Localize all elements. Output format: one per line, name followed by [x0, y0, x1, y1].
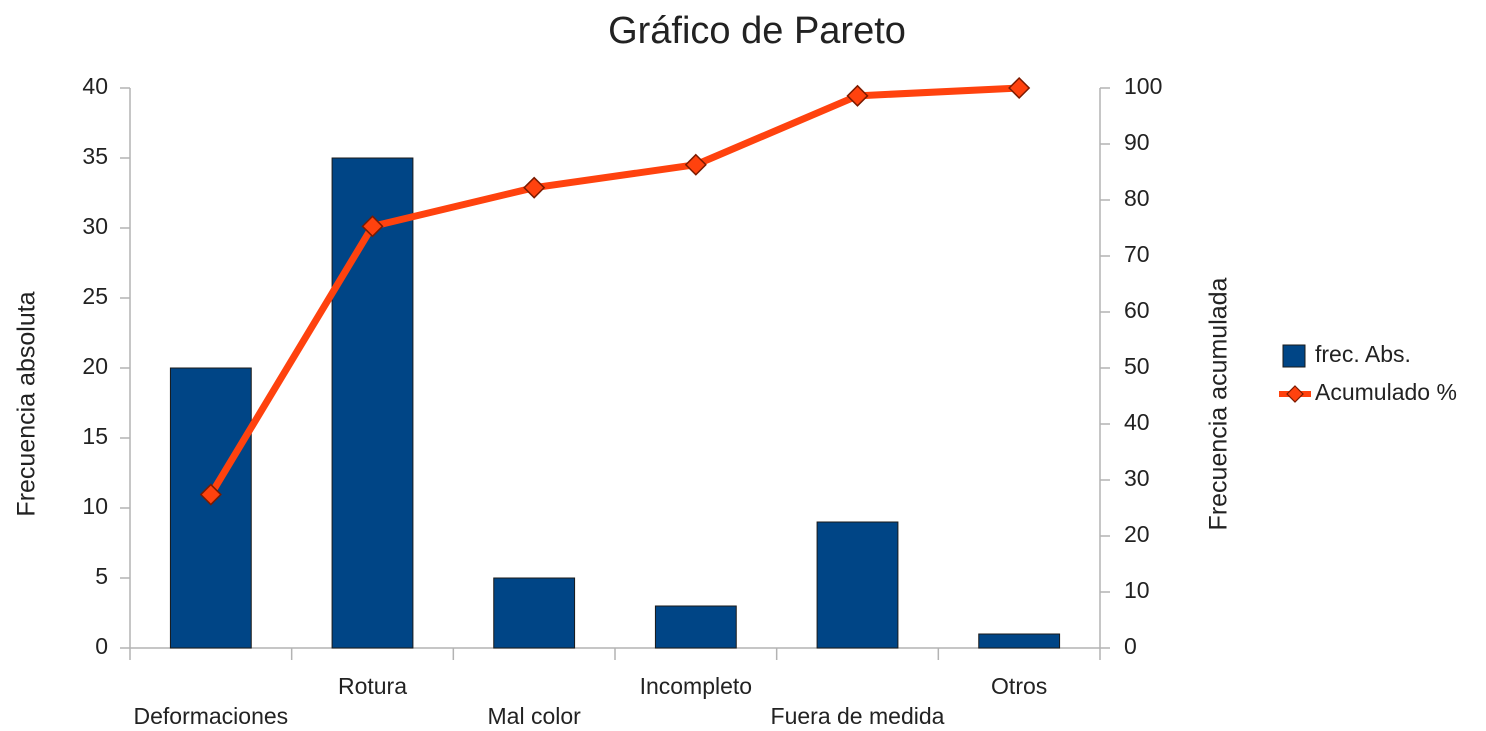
y-tick-label: 20 — [82, 353, 108, 379]
marker — [361, 215, 384, 238]
y2-tick-label: 20 — [1124, 521, 1150, 547]
chart-title: Gráfico de Pareto — [608, 10, 906, 52]
y-tick-label: 0 — [95, 633, 108, 659]
y2-tick-label: 90 — [1124, 129, 1150, 155]
y2-axis-label: Frecuencia acumulada — [1205, 277, 1233, 530]
line — [207, 84, 1020, 497]
legend-label: Acumulado % — [1315, 379, 1457, 405]
x-tick-label: Rotura — [338, 673, 407, 699]
y-tick-label: 5 — [95, 563, 108, 589]
y2-tick-label: 30 — [1124, 465, 1150, 491]
legend-marker — [1286, 385, 1304, 403]
x-tick-label: Fuera de medida — [771, 703, 945, 729]
y2-tick-label: 60 — [1124, 297, 1150, 323]
bar — [978, 633, 1061, 649]
y-tick-label: 30 — [82, 213, 108, 239]
marker — [846, 84, 869, 107]
y2-tick-label: 80 — [1124, 185, 1150, 211]
x-tick-label: Deformaciones — [133, 703, 288, 729]
y-tick-label: 40 — [82, 73, 108, 99]
bar — [331, 157, 414, 649]
x-tick-label: Incompleto — [640, 673, 753, 699]
y-tick-label: 35 — [82, 143, 108, 169]
y-tick-label: 25 — [82, 283, 108, 309]
bar — [493, 577, 576, 649]
legend-label: frec. Abs. — [1315, 341, 1411, 367]
y-tick-label: 10 — [82, 493, 108, 519]
y-axis-label: Frecuencia absoluta — [13, 291, 41, 516]
marker — [523, 176, 546, 199]
x-tick-label: Otros — [991, 673, 1047, 699]
bar — [816, 521, 899, 649]
y2-tick-label: 10 — [1124, 577, 1150, 603]
y2-tick-label: 100 — [1124, 73, 1162, 99]
y2-tick-label: 40 — [1124, 409, 1150, 435]
x-tick-label: Mal color — [488, 703, 582, 729]
y2-tick-label: 0 — [1124, 633, 1137, 659]
y-tick-label: 15 — [82, 423, 108, 449]
bar — [169, 367, 252, 649]
marker — [684, 153, 707, 176]
marker — [199, 483, 222, 506]
marker — [1008, 76, 1031, 100]
y2-tick-label: 50 — [1124, 353, 1150, 379]
y2-tick-label: 70 — [1124, 241, 1150, 267]
bar — [654, 605, 737, 649]
legend-swatch — [1282, 344, 1306, 368]
